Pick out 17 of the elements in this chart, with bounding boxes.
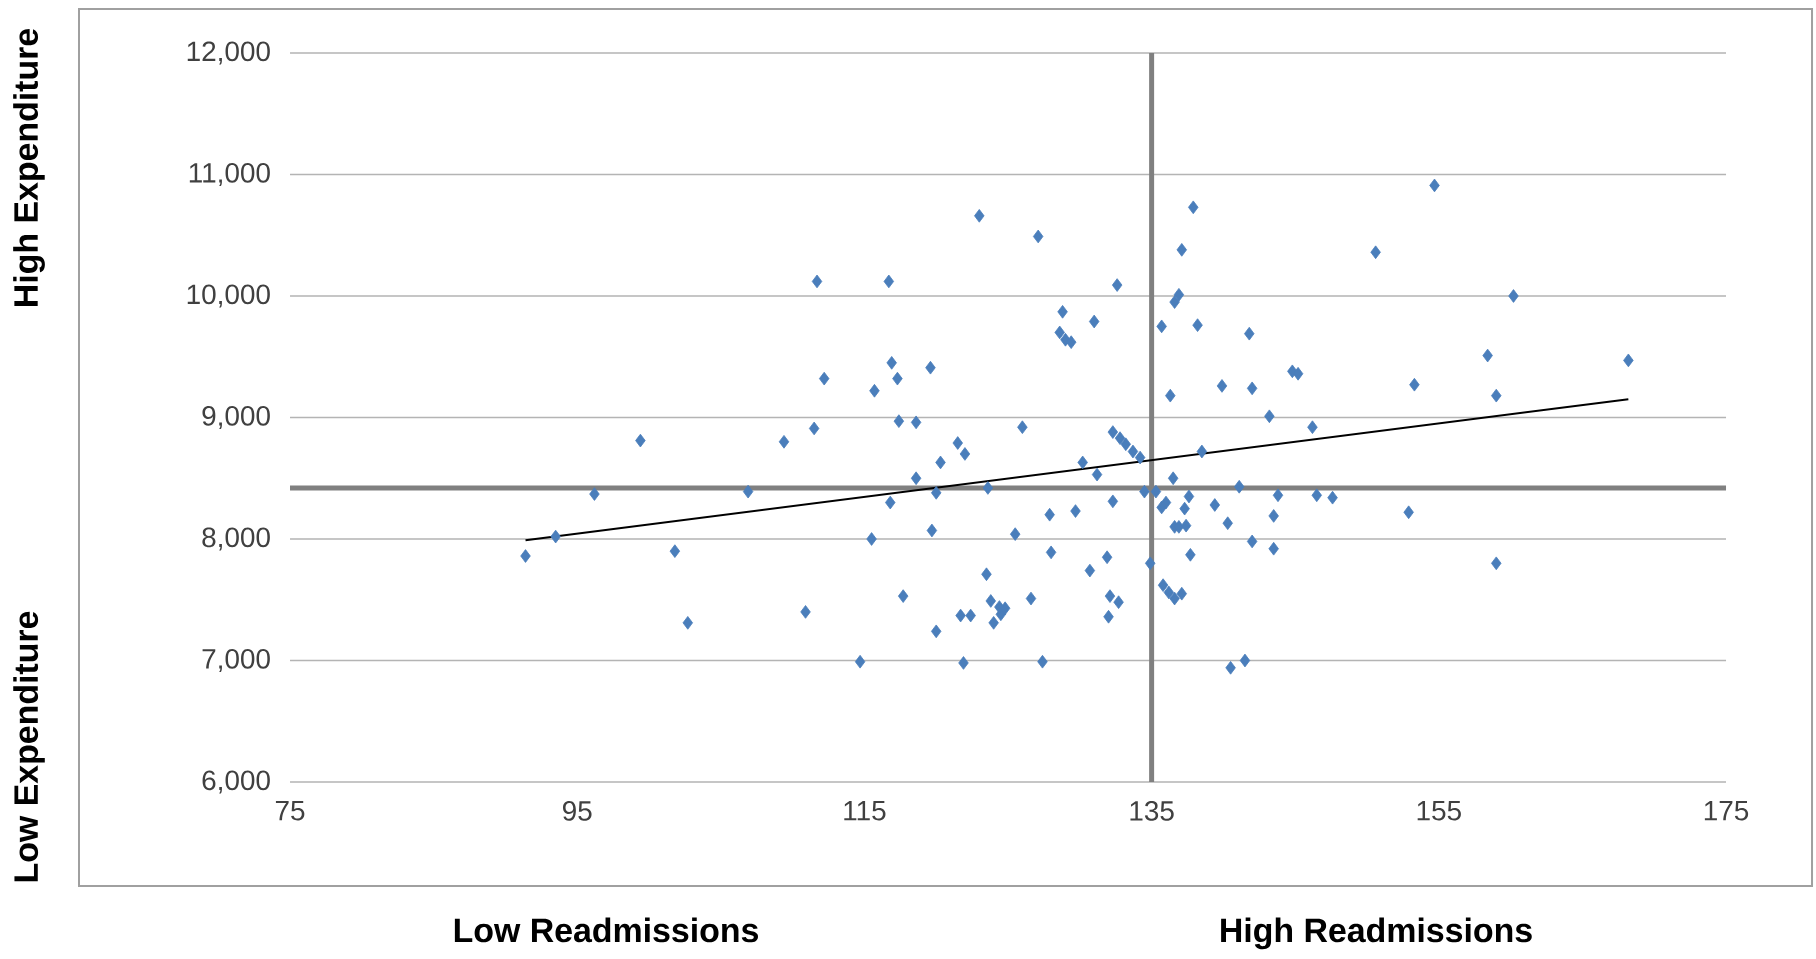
y-tick-label: 10,000 (187, 284, 270, 308)
x-tick-label: 75 (275, 801, 305, 821)
x-tick-label: 135 (1130, 801, 1174, 821)
x-tick-label: 115 (844, 801, 886, 821)
y-tick-label: 8,000 (202, 527, 270, 551)
y-tick-label: 12,000 (187, 41, 270, 65)
x-tick-label: 175 (1704, 801, 1749, 821)
y-tick-label: 11,000 (189, 162, 270, 187)
x-tick-label: 95 (563, 801, 592, 821)
text: High Expenditure (13, 28, 45, 306)
y-tick-label: 7,000 (202, 648, 270, 673)
y-tick-label: 9,000 (202, 405, 270, 430)
x-tick-label: 155 (1417, 801, 1461, 821)
y-tick-label: 6,000 (202, 770, 270, 794)
text: Low Expenditure (13, 611, 45, 882)
text: Low Readmissions (454, 917, 758, 943)
text: High Readmissions (1221, 917, 1532, 950)
